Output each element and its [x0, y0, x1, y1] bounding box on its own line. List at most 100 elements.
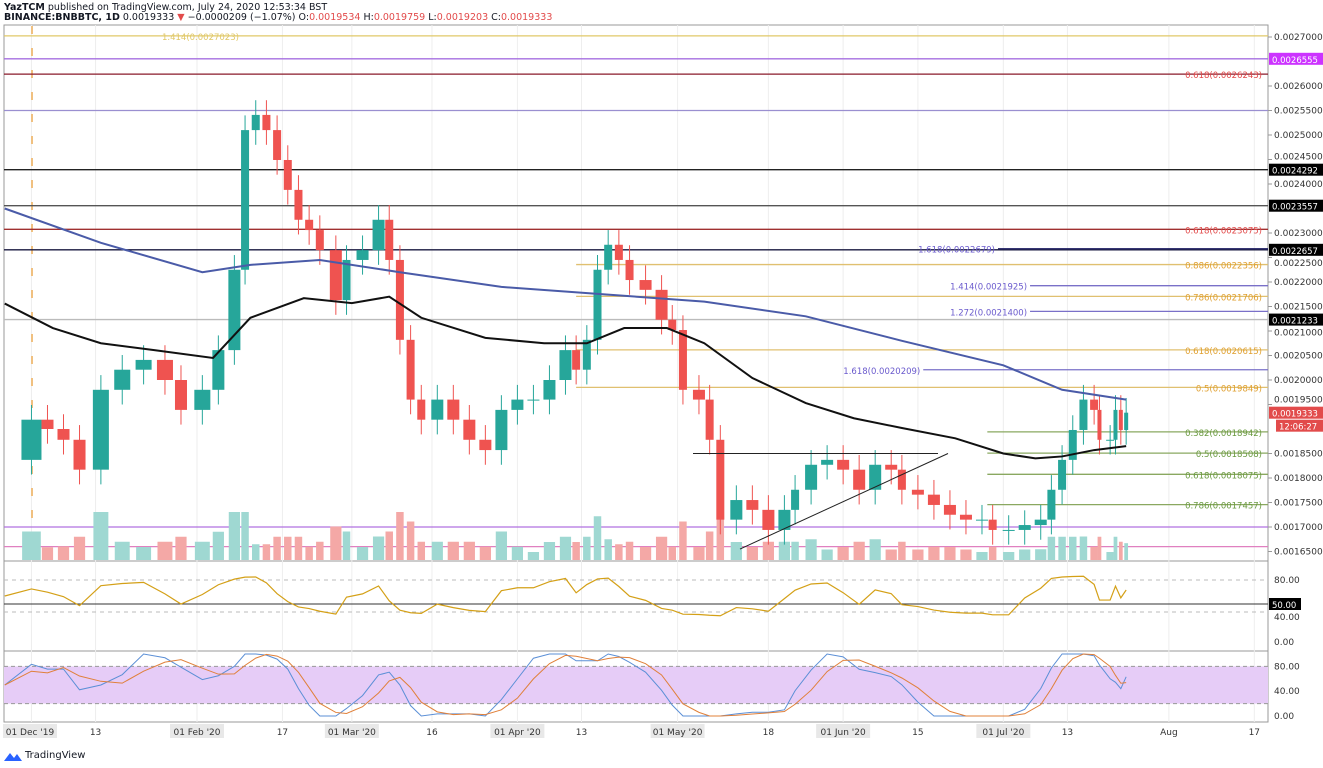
candle-body: [57, 429, 70, 440]
symbol: BINANCE:BNBBTC, 1D: [4, 12, 120, 23]
volume-bar: [746, 547, 758, 560]
price-tag: [1269, 52, 1323, 65]
candle-body: [479, 439, 492, 451]
price-tick-label: 0.0022500: [1274, 259, 1323, 269]
time-tick-label: 16: [426, 728, 438, 738]
time-tick-label: 01 Apr '20: [494, 728, 541, 738]
level-label: 0.382(0.0018942): [1185, 429, 1262, 439]
stoch-tick-label: 40.00: [1274, 687, 1300, 697]
candle-body: [559, 350, 572, 380]
candle-body: [273, 130, 282, 160]
tradingview-logo[interactable]: TradingView: [4, 750, 85, 761]
candle-body: [174, 380, 187, 410]
candle-body: [305, 219, 314, 231]
time-tick-label: 01 May '20: [653, 728, 703, 738]
price-tick-label: 0.0021000: [1274, 329, 1323, 339]
high-label: H:: [363, 12, 374, 23]
price-chart[interactable]: 1.414(0.0027023) 0.0026555 0.618(0.0026243…: [0, 24, 1323, 744]
candle-body: [869, 464, 882, 490]
countdown-tag-text: 12:06:27: [1279, 423, 1317, 433]
brand-name: TradingView: [25, 750, 86, 761]
volume-bar: [679, 521, 687, 560]
candle-body: [406, 339, 415, 400]
candle-body: [572, 350, 581, 370]
low-label: L:: [428, 12, 437, 23]
candle-body: [1118, 409, 1123, 430]
volume-bar: [396, 512, 404, 560]
volume-bar: [668, 546, 676, 560]
candle-body: [1090, 399, 1099, 410]
volume-bar: [157, 541, 173, 560]
candle-body: [1002, 529, 1015, 531]
last-price-tag: [1269, 406, 1323, 419]
volume-bar: [928, 546, 940, 560]
price-tick-label: 0.0026000: [1274, 82, 1323, 92]
candle-body: [135, 359, 152, 370]
price-tick-label: 0.0016500: [1274, 548, 1323, 558]
candle-body: [241, 130, 250, 270]
time-tick-label: 17: [277, 728, 288, 738]
candle-body: [1034, 519, 1047, 526]
candle-body: [1058, 459, 1067, 490]
stoch-tick-label: 0.00: [1274, 712, 1294, 722]
candle-body: [791, 489, 800, 510]
candle-body: [821, 459, 834, 465]
candle-body: [228, 269, 241, 351]
volume-bar: [615, 544, 623, 560]
volume-bar: [1069, 536, 1077, 560]
time-tick-label: 01 Jun '20: [821, 728, 866, 738]
candle-body: [1018, 525, 1031, 530]
volume-bar: [342, 531, 351, 560]
volume-bar: [988, 546, 997, 560]
candle-body: [730, 500, 743, 520]
open-value: 0.0019534: [309, 12, 361, 23]
time-tick-label: 18: [763, 728, 775, 738]
volume-bar: [655, 536, 668, 560]
close-value: 0.0019333: [500, 12, 553, 23]
time-tag: [976, 724, 1031, 738]
candle-body: [41, 419, 54, 429]
candle-body: [262, 114, 271, 131]
time-tag: [324, 724, 379, 738]
candle-body: [959, 514, 972, 520]
volume-bar: [463, 541, 475, 560]
candle-body: [372, 219, 385, 251]
candle-body: [614, 244, 623, 260]
volume-bar: [527, 552, 540, 560]
price-tag-text: 0.0022657: [1272, 247, 1318, 257]
volume-bar: [976, 552, 988, 560]
volume-bar: [57, 546, 70, 560]
price-tag: [1269, 163, 1323, 176]
candle-body: [283, 159, 292, 190]
candle-body: [1113, 409, 1118, 440]
moving-average-black: [4, 295, 1127, 460]
candle-body: [853, 469, 866, 490]
volume-bar: [583, 536, 591, 560]
rsi-tick-label: 40.00: [1274, 613, 1300, 623]
candle-body: [543, 380, 556, 400]
publisher[interactable]: YazTCM: [4, 2, 45, 13]
price-tick-label: 0.0017000: [1274, 523, 1323, 533]
level-label: 0.886(0.0022356): [1185, 262, 1262, 272]
price-tick-label: 0.0022000: [1274, 278, 1323, 288]
volume-bar: [431, 541, 443, 560]
candle-body: [395, 259, 404, 340]
rsi-line: [4, 575, 1127, 617]
price-tick-label: 0.0020500: [1274, 352, 1323, 362]
triangle-down-icon: ▼: [177, 12, 185, 23]
volume-bar: [593, 516, 602, 560]
time-tick-label: 01 Dec '19: [6, 728, 55, 738]
price-tick-label: 0.0024500: [1274, 153, 1323, 163]
price-tick-label: 0.0027000: [1274, 33, 1323, 43]
volume-bar: [417, 541, 426, 560]
candle-body: [582, 339, 591, 370]
volume-bar: [41, 547, 54, 560]
time-tick-label: 17: [1249, 728, 1260, 738]
volume-bar: [559, 536, 572, 560]
volume-bar: [73, 536, 86, 560]
open-label: O:: [298, 12, 310, 23]
time-tick-label: 01 Feb '20: [173, 728, 220, 738]
volume-bar: [228, 512, 240, 560]
time-tag: [650, 724, 705, 738]
candle-body: [911, 489, 924, 495]
